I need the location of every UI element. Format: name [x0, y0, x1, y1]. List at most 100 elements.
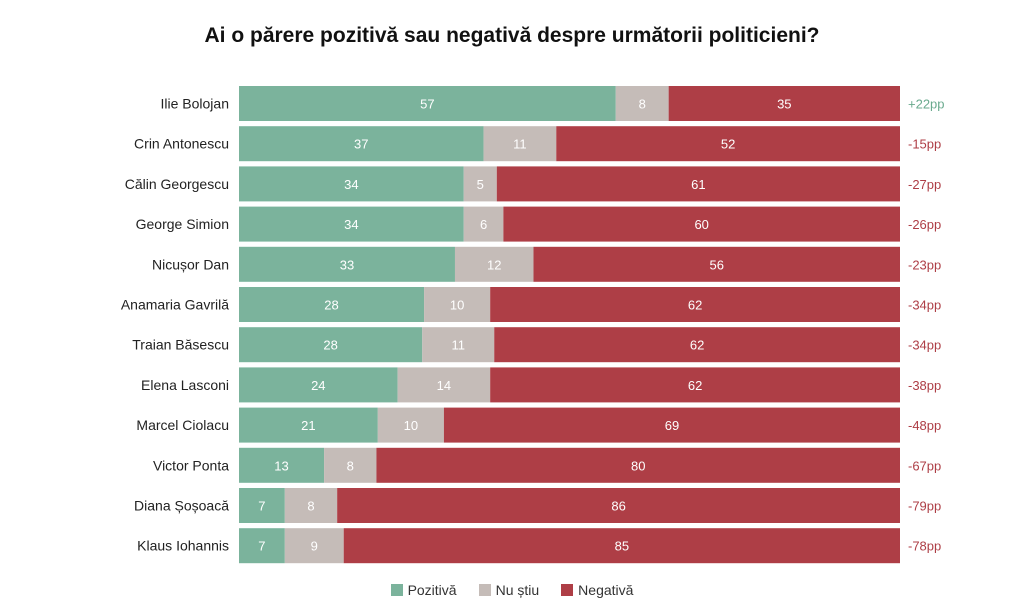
bar-negativa-diana-sosoaca: [337, 488, 900, 523]
legend-swatch-nu-stiu: [478, 584, 491, 596]
bar-pozitiva-victor-ponta: [239, 447, 325, 483]
data-label-negativa-nicusor-dan: 56: [710, 257, 724, 272]
category-label-klaus-iohannis: Klaus Iohannis: [137, 538, 229, 554]
bar-pozitiva-elena-lasconi: [239, 367, 398, 403]
net-label-nicusor-dan: -23pp: [908, 257, 941, 272]
data-label-pozitiva-victor-ponta: 13: [274, 458, 288, 473]
data-label-pozitiva-marcel-ciolacu: 21: [301, 418, 315, 433]
data-label-pozitiva-klaus-iohannis: 7: [258, 539, 265, 554]
legend-item-negativa: Negativă: [561, 582, 633, 598]
bar-pozitiva-calin-georgescu: [239, 166, 464, 202]
data-label-pozitiva-george-simion: 34: [344, 217, 358, 232]
bar-nu-stiu-crin-antonescu: [483, 126, 557, 162]
net-label-diana-sosoaca: -79pp: [908, 499, 941, 514]
data-label-negativa-crin-antonescu: 52: [721, 137, 735, 152]
data-label-nu-stiu-nicusor-dan: 12: [487, 257, 501, 272]
bar-nu-stiu-calin-georgescu: [463, 166, 497, 202]
net-label-victor-ponta: -67pp: [908, 458, 941, 473]
chart-legend: Pozitivă Nu știu Negativă: [0, 582, 1024, 598]
category-label-traian-basescu: Traian Băsescu: [132, 337, 229, 353]
net-label-george-simion: -26pp: [908, 217, 941, 232]
legend-swatch-pozitiva: [390, 584, 403, 596]
data-label-negativa-ilie-bolojan: 35: [777, 97, 791, 112]
legend-label-pozitiva: Pozitivă: [407, 582, 457, 598]
data-label-nu-stiu-traian-basescu: 11: [451, 338, 465, 353]
bar-nu-stiu-klaus-iohannis: [284, 528, 344, 564]
bar-pozitiva-klaus-iohannis: [239, 528, 285, 564]
legend-swatch-negativa: [561, 584, 574, 596]
data-label-negativa-anamaria-gavrila: 62: [688, 298, 702, 313]
data-label-nu-stiu-ilie-bolojan: 8: [639, 97, 646, 112]
bar-pozitiva-anamaria-gavrila: [239, 287, 425, 322]
data-label-negativa-calin-georgescu: 61: [691, 177, 705, 192]
net-label-klaus-iohannis: -78pp: [908, 539, 941, 554]
bar-nu-stiu-traian-basescu: [422, 327, 495, 363]
data-label-negativa-traian-basescu: 62: [690, 338, 704, 353]
bar-nu-stiu-diana-sosoaca: [284, 488, 338, 523]
bar-nu-stiu-george-simion: [463, 206, 504, 242]
bar-nu-stiu-victor-ponta: [324, 447, 377, 483]
data-label-pozitiva-traian-basescu: 28: [323, 338, 337, 353]
data-label-pozitiva-elena-lasconi: 24: [311, 378, 325, 393]
bar-negativa-calin-georgescu: [496, 166, 900, 202]
category-label-nicusor-dan: Nicușor Dan: [152, 256, 229, 272]
data-label-negativa-elena-lasconi: 62: [688, 378, 702, 393]
bar-negativa-klaus-iohannis: [343, 528, 900, 564]
category-label-crin-antonescu: Crin Antonescu: [134, 136, 229, 152]
net-label-crin-antonescu: -15pp: [908, 137, 941, 152]
bar-pozitiva-crin-antonescu: [239, 126, 484, 162]
net-label-marcel-ciolacu: -48pp: [908, 418, 941, 433]
data-label-pozitiva-nicusor-dan: 33: [340, 257, 354, 272]
bar-negativa-traian-basescu: [494, 327, 900, 363]
bar-nu-stiu-ilie-bolojan: [615, 86, 669, 121]
category-label-marcel-ciolacu: Marcel Ciolacu: [136, 417, 229, 433]
data-label-negativa-george-simion: 60: [694, 217, 708, 232]
bar-nu-stiu-anamaria-gavrila: [424, 287, 491, 322]
data-label-nu-stiu-victor-ponta: 8: [347, 458, 354, 473]
bar-pozitiva-diana-sosoaca: [239, 488, 285, 523]
data-label-negativa-diana-sosoaca: 86: [611, 499, 625, 514]
net-label-elena-lasconi: -38pp: [908, 378, 941, 393]
net-label-traian-basescu: -34pp: [908, 338, 941, 353]
data-label-pozitiva-crin-antonescu: 37: [354, 137, 368, 152]
bar-negativa-victor-ponta: [376, 447, 900, 483]
bar-pozitiva-ilie-bolojan: [239, 86, 616, 121]
bar-pozitiva-nicusor-dan: [239, 246, 455, 282]
data-label-pozitiva-diana-sosoaca: 7: [258, 499, 265, 514]
data-label-nu-stiu-anamaria-gavrila: 10: [450, 298, 464, 313]
chart-title: Ai o părere pozitivă sau negativă despre…: [204, 24, 820, 47]
category-label-anamaria-gavrila: Anamaria Gavrilă: [121, 297, 229, 313]
bar-nu-stiu-elena-lasconi: [397, 367, 491, 403]
bar-negativa-crin-antonescu: [556, 126, 900, 162]
bar-pozitiva-traian-basescu: [239, 327, 423, 363]
category-label-victor-ponta: Victor Ponta: [153, 457, 229, 473]
bar-negativa-marcel-ciolacu: [443, 407, 900, 443]
data-label-nu-stiu-elena-lasconi: 14: [437, 378, 451, 393]
data-label-nu-stiu-crin-antonescu: 11: [513, 137, 527, 152]
data-label-pozitiva-calin-georgescu: 34: [344, 177, 358, 192]
legend-label-negativa: Negativă: [578, 582, 634, 598]
category-label-ilie-bolojan: Ilie Bolojan: [161, 96, 230, 112]
data-label-negativa-klaus-iohannis: 85: [615, 539, 629, 554]
data-label-pozitiva-ilie-bolojan: 57: [420, 97, 434, 112]
bar-negativa-elena-lasconi: [490, 367, 900, 403]
data-label-pozitiva-anamaria-gavrila: 28: [324, 298, 338, 313]
data-label-nu-stiu-marcel-ciolacu: 10: [404, 418, 418, 433]
bar-negativa-anamaria-gavrila: [490, 287, 900, 322]
category-label-george-simion: George Simion: [136, 216, 229, 232]
data-label-negativa-victor-ponta: 80: [631, 458, 645, 473]
net-label-ilie-bolojan: +22pp: [908, 97, 945, 112]
legend-item-pozitiva: Pozitivă: [390, 582, 457, 598]
bar-nu-stiu-marcel-ciolacu: [377, 407, 444, 443]
data-label-nu-stiu-diana-sosoaca: 8: [307, 499, 314, 514]
net-label-anamaria-gavrila: -34pp: [908, 298, 941, 313]
bar-pozitiva-marcel-ciolacu: [239, 407, 378, 443]
data-label-negativa-marcel-ciolacu: 69: [665, 418, 679, 433]
legend-label-nu-stiu: Nu știu: [495, 582, 540, 598]
bar-negativa-ilie-bolojan: [668, 86, 900, 121]
bar-negativa-george-simion: [503, 206, 900, 242]
category-label-elena-lasconi: Elena Lasconi: [141, 377, 229, 393]
data-label-nu-stiu-calin-georgescu: 5: [477, 177, 484, 192]
bar-negativa-nicusor-dan: [533, 246, 900, 282]
